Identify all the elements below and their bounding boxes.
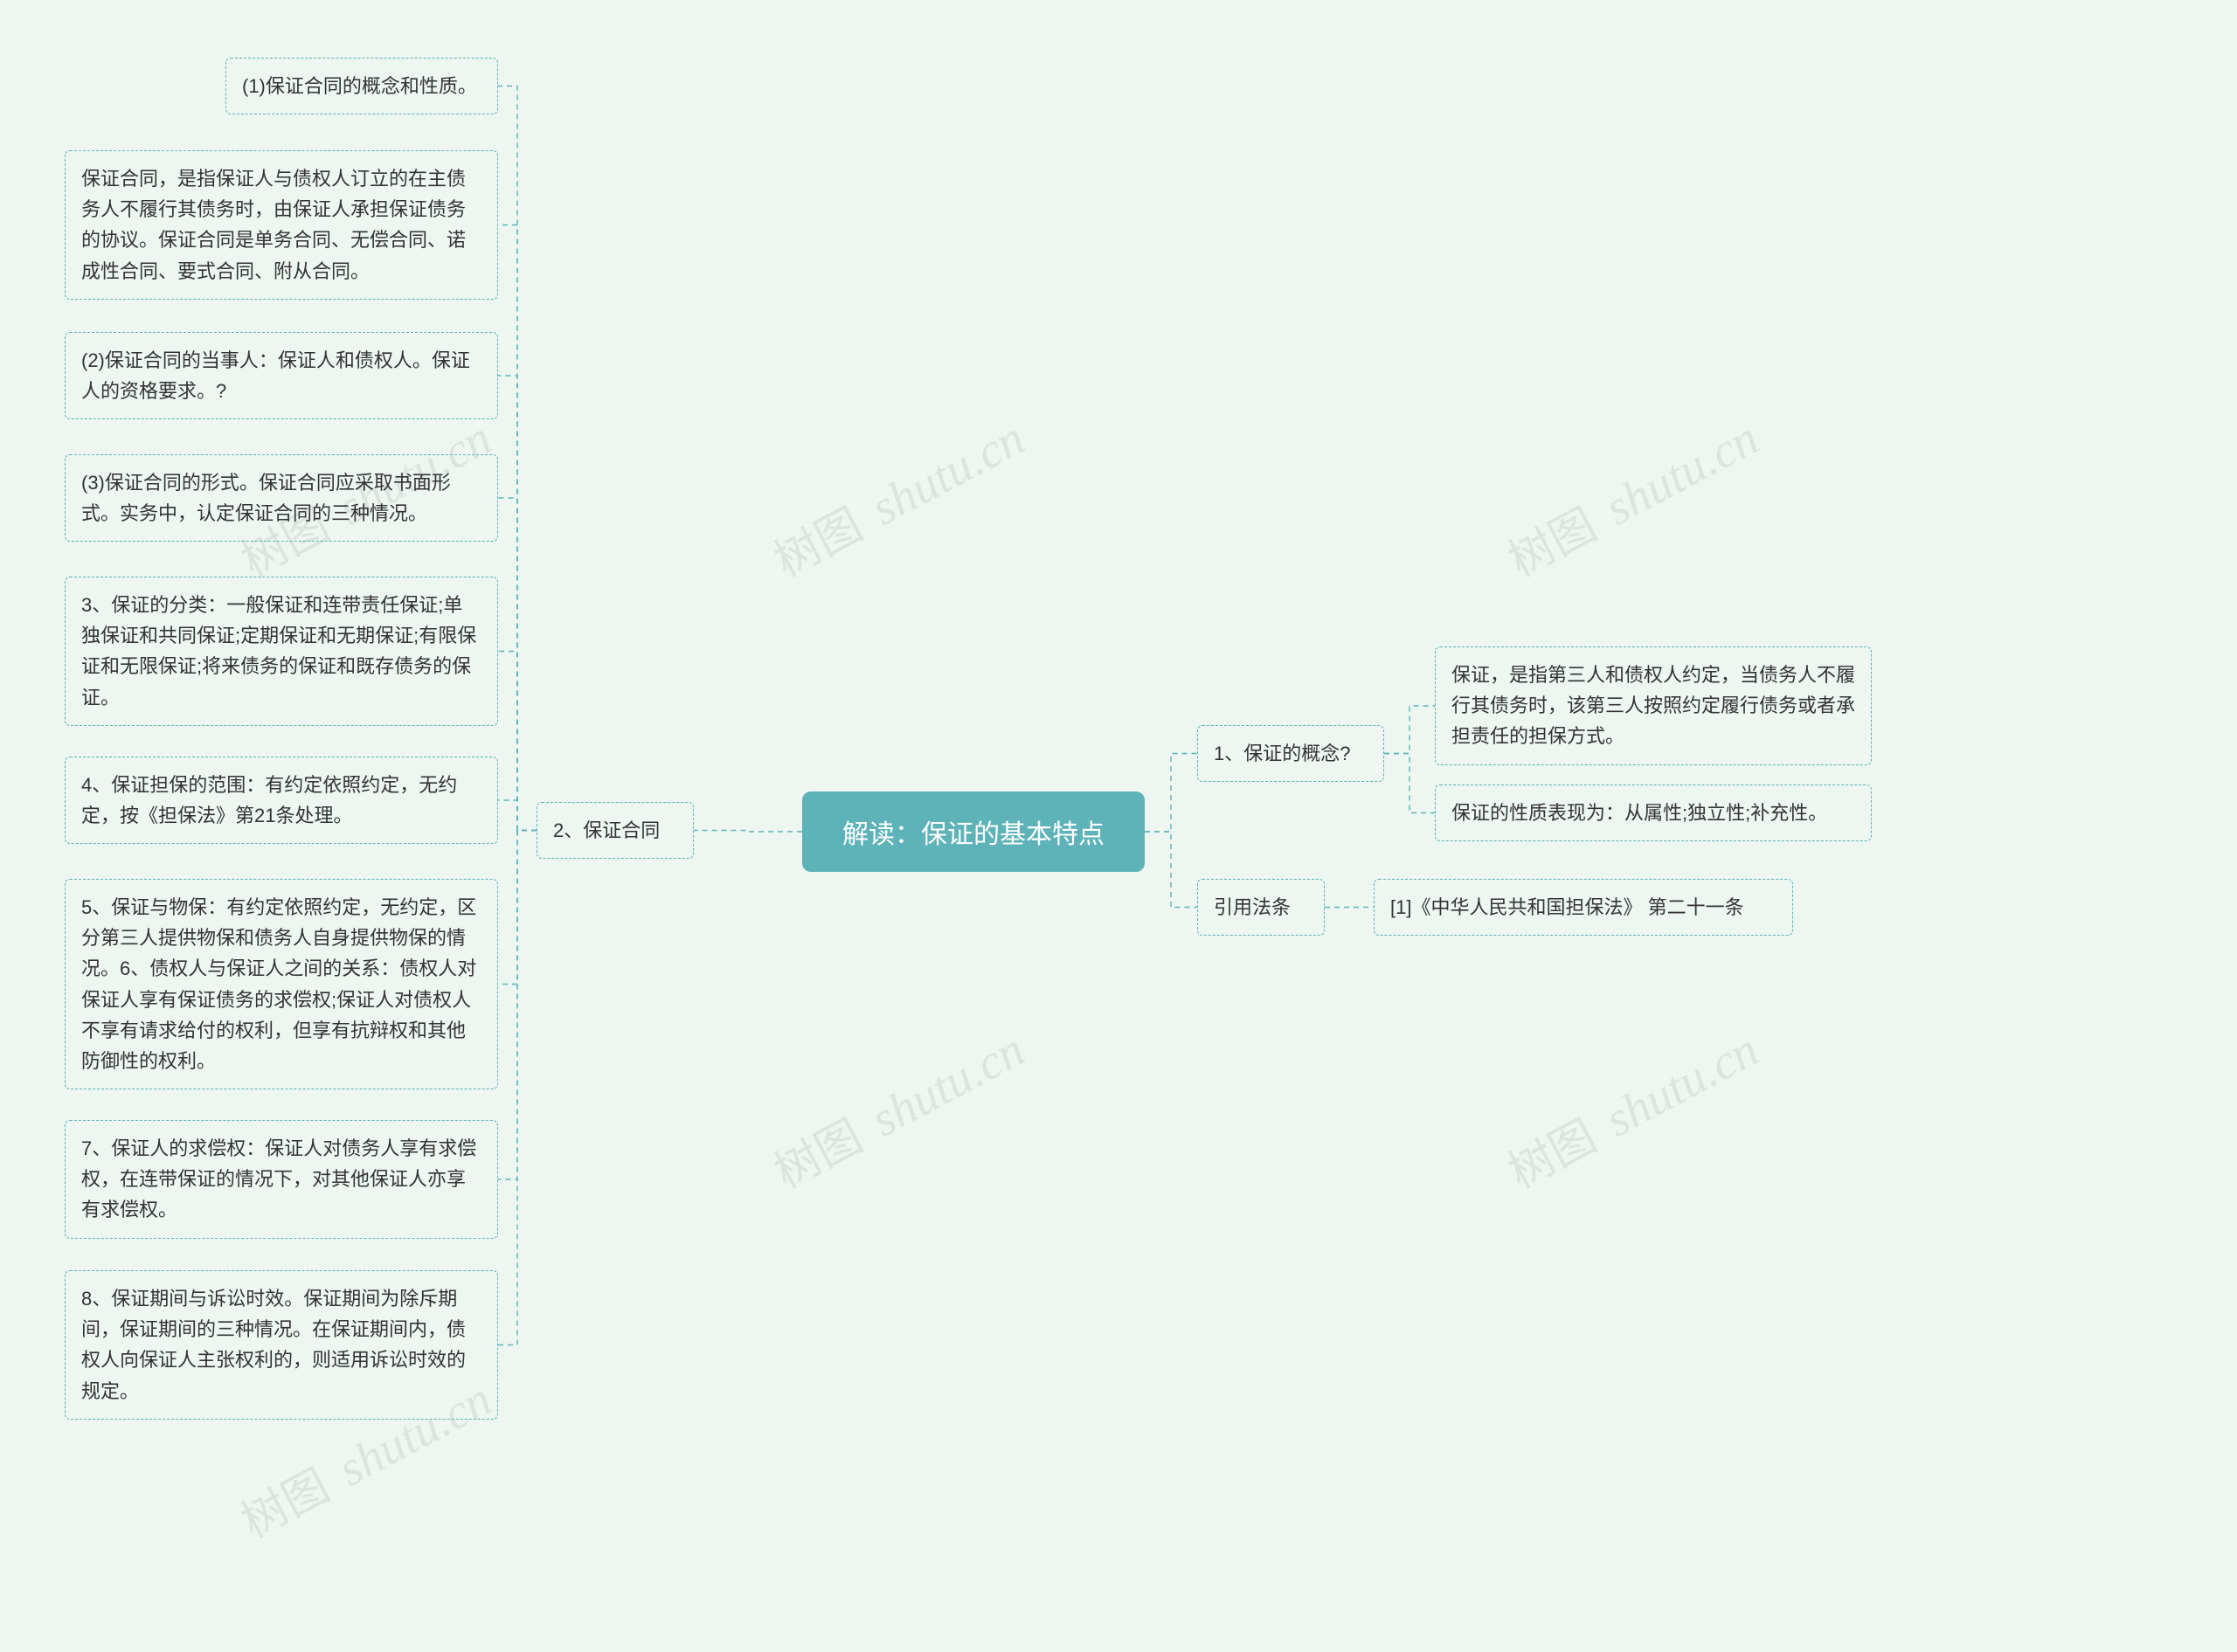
edge [1145, 754, 1197, 833]
edge [498, 376, 537, 831]
mindmap-node[interactable]: 7、保证人的求偿权：保证人对债务人享有求偿权，在连带保证的情况下，对其他保证人亦… [65, 1120, 498, 1239]
mindmap-node[interactable]: 1、保证的概念? [1197, 725, 1384, 782]
watermark: 树图 shutu.cn [1495, 1014, 1769, 1201]
mindmap-canvas: 树图 shutu.cn 树图 shutu.cn 树图 shutu.cn 树图 shut… [0, 0, 2237, 1652]
mindmap-node[interactable]: (3)保证合同的形式。保证合同应采取书面形式。实务中，认定保证合同的三种情况。 [65, 454, 498, 542]
mindmap-node[interactable]: 4、保证担保的范围：有约定依照约定，无约定，按《担保法》第21条处理。 [65, 757, 498, 844]
mindmap-node[interactable]: 保证，是指第三人和债权人约定，当债务人不履行其债务时，该第三人按照约定履行债务或… [1435, 646, 1872, 765]
mindmap-node[interactable]: 2、保证合同 [537, 802, 694, 859]
mindmap-node[interactable]: [1]《中华人民共和国担保法》 第二十一条 [1374, 879, 1793, 936]
edge [1384, 706, 1435, 754]
mindmap-node[interactable]: (2)保证合同的当事人：保证人和债权人。保证人的资格要求。? [65, 332, 498, 419]
mindmap-node[interactable]: 5、保证与物保：有约定依照约定，无约定，区分第三人提供物保和债务人自身提供物保的… [65, 879, 498, 1089]
edge [498, 86, 537, 831]
mindmap-node[interactable]: 8、保证期间与诉讼时效。保证期间为除斥期间，保证期间的三种情况。在保证期间内，债… [65, 1270, 498, 1420]
watermark: 树图 shutu.cn [761, 1014, 1035, 1201]
edge [498, 498, 537, 831]
edge [694, 831, 802, 833]
edge [498, 652, 537, 831]
watermark: 树图 shutu.cn [1495, 403, 1769, 590]
edge [498, 225, 537, 831]
mindmap-node[interactable]: 引用法条 [1197, 879, 1325, 936]
mindmap-node[interactable]: 保证合同，是指保证人与债权人订立的在主债务人不履行其债务时，由保证人承担保证债务… [65, 150, 498, 300]
edge [1145, 832, 1197, 908]
watermark: 树图 shutu.cn [761, 403, 1035, 590]
edge [498, 831, 537, 1345]
mindmap-node[interactable]: (1)保证合同的概念和性质。 [225, 58, 498, 114]
root-node[interactable]: 解读：保证的基本特点 [802, 791, 1145, 872]
edge [498, 831, 537, 985]
edge [498, 800, 537, 831]
mindmap-node[interactable]: 3、保证的分类：一般保证和连带责任保证;单独保证和共同保证;定期保证和无期保证;… [65, 577, 498, 726]
edge [498, 831, 537, 1180]
edge [1384, 754, 1435, 813]
mindmap-node[interactable]: 保证的性质表现为：从属性;独立性;补充性。 [1435, 785, 1872, 841]
